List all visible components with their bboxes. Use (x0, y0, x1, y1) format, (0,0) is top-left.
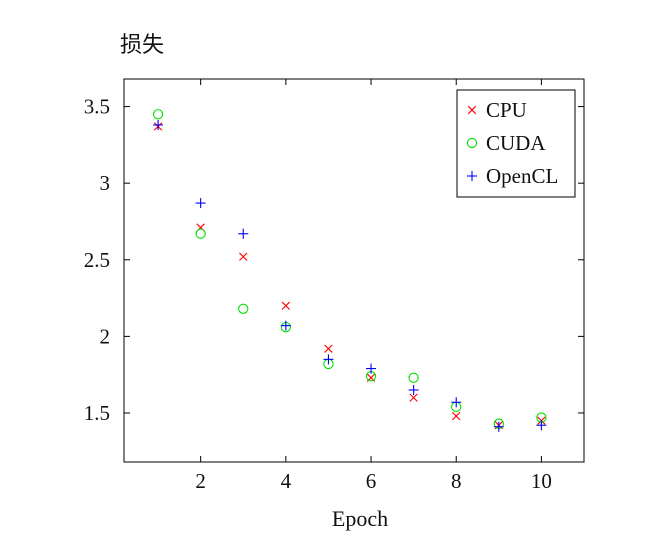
series-opencl (153, 119, 547, 432)
data-point (280, 320, 291, 331)
legend-label: CPU (486, 98, 527, 122)
x-axis-label: Epoch (332, 506, 388, 531)
data-point (408, 384, 419, 395)
y-tick-label: 2.5 (84, 248, 110, 272)
legend: CPU CUDA OpenCL (456, 89, 576, 198)
x-tick-label: 6 (366, 469, 377, 493)
data-point (366, 363, 377, 374)
x-tick-label: 10 (531, 469, 552, 493)
data-point (408, 372, 419, 383)
plot-area (123, 78, 585, 463)
y-tick-label: 1.5 (84, 401, 110, 425)
legend-label: CUDA (486, 131, 546, 155)
data-point (153, 119, 164, 130)
legend-item-cpu: CPU (467, 98, 527, 122)
legend-marker (466, 137, 478, 149)
data-point (536, 420, 547, 431)
y-tick-label: 3.5 (84, 95, 110, 119)
legend-marker (467, 105, 477, 115)
data-point (324, 344, 333, 353)
y-axis-label: 损失 (120, 32, 164, 57)
data-point (323, 354, 334, 365)
plot-frame (123, 78, 585, 463)
axes: 2 4 6 8 10 1.5 2 2.5 3 3.5 (84, 79, 584, 493)
x-tick-label: 4 (281, 469, 292, 493)
legend-label: OpenCL (486, 164, 558, 188)
data-point (493, 421, 504, 432)
data-point (238, 303, 249, 314)
data-marks (152, 109, 547, 432)
data-point (152, 109, 164, 120)
y-tick-label: 3 (100, 171, 111, 195)
legend-item-cuda: CUDA (466, 131, 546, 155)
data-point (239, 252, 248, 261)
legend-item-opencl: OpenCL (467, 164, 558, 188)
data-point (451, 397, 462, 408)
data-point (238, 228, 249, 239)
y-tick-label: 2 (100, 324, 111, 348)
legend-marker (467, 171, 477, 181)
x-tick-label: 8 (451, 469, 462, 493)
data-point (195, 198, 206, 209)
x-tick-label: 2 (195, 469, 206, 493)
data-point (452, 411, 461, 421)
data-point (409, 393, 418, 402)
data-point (195, 228, 206, 239)
data-point (281, 301, 291, 310)
